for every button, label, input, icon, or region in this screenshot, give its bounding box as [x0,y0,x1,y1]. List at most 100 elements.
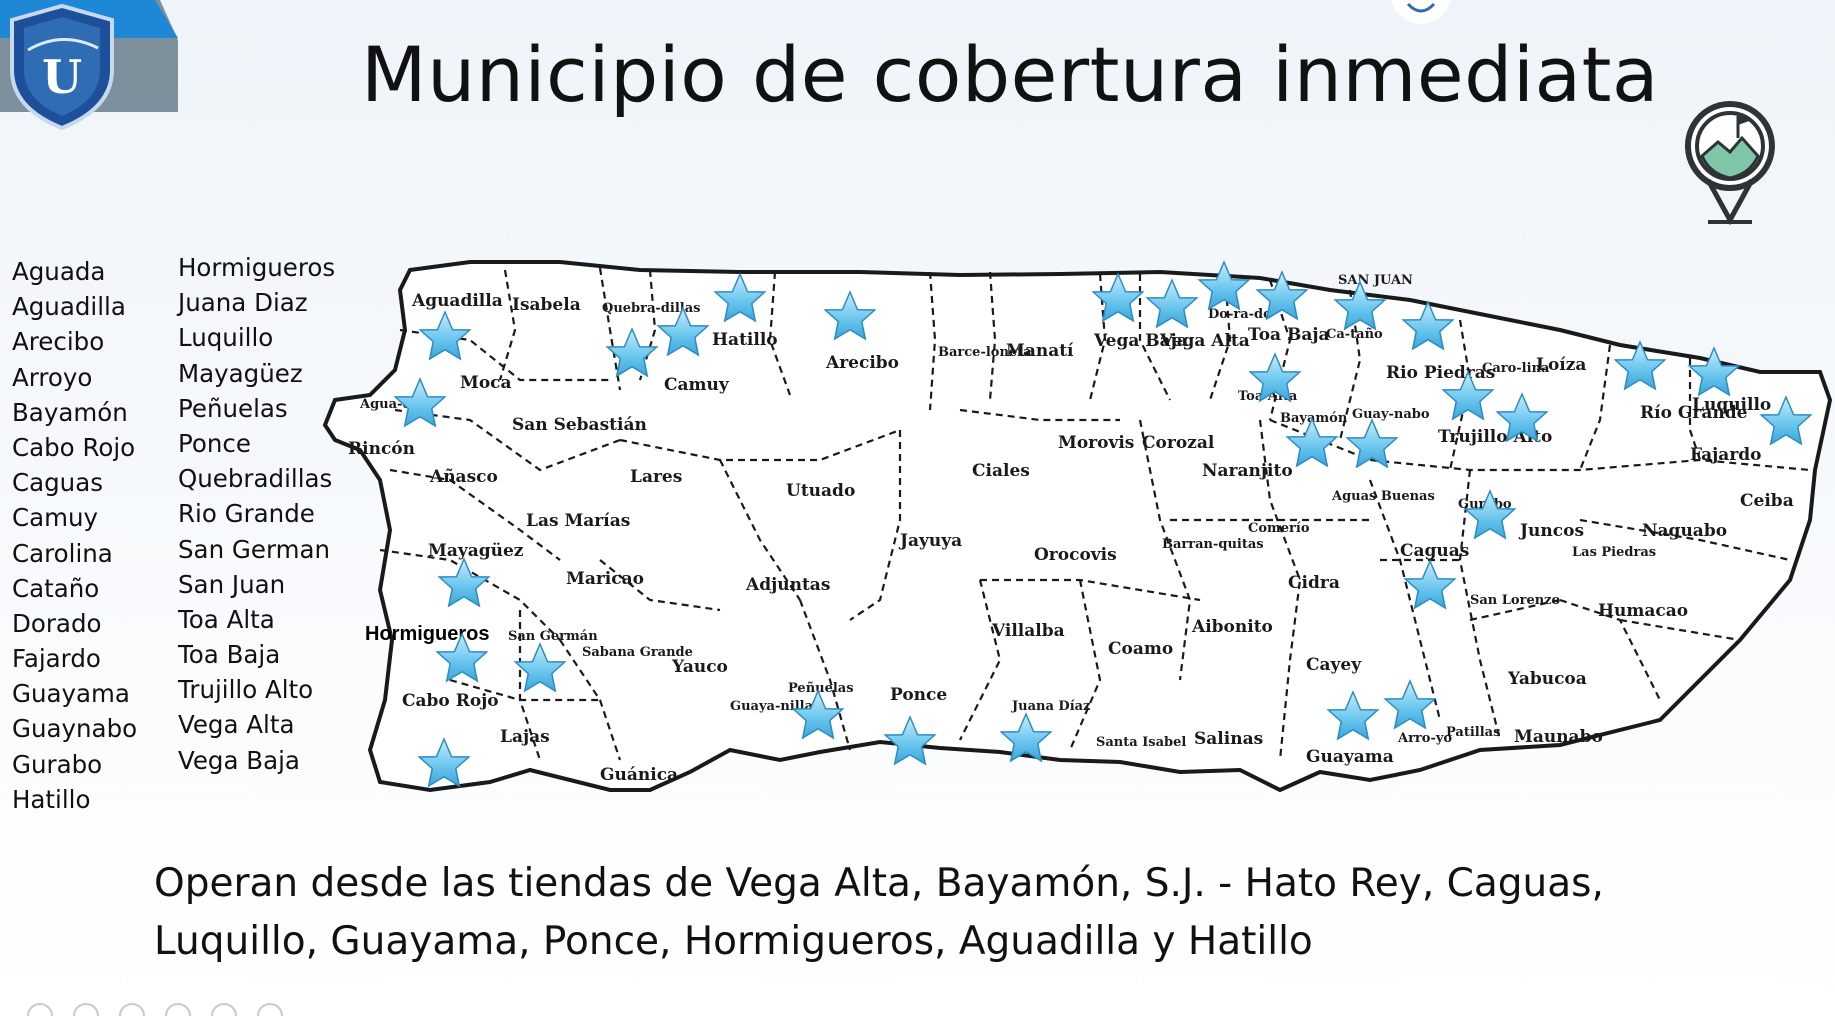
map-label-loiza: Loíza [1536,355,1586,375]
list-item: Vega Baja [178,745,300,775]
map-label-carolina: Caro-lina [1482,361,1550,376]
map-label-penuelas: Peñuelas [788,681,854,696]
map-label-luquillo: Luquillo [1692,395,1771,415]
map-label-manati: Manatí [1006,341,1074,361]
map-label-san-german: San Germán [508,629,598,644]
map-label-santa-isabel: Santa Isabel [1096,735,1186,750]
map-label-quebradillas: Quebra-dillas [602,301,700,316]
map-label-aguadilla: Aguadilla [411,291,503,311]
map-label-yabucoa: Yabucoa [1507,669,1587,689]
map-label-utuado: Utuado [786,481,855,501]
list-item: Luquillo [178,323,274,353]
list-item: Mayagüez [178,358,303,388]
map-label-caguas: Caguas [1400,541,1469,561]
footer-line-1: Operan desde las tiendas de Vega Alta, B… [154,861,1604,906]
list-item: Toa Baja [178,640,281,670]
map-label-salinas: Salinas [1194,729,1263,749]
map-label-mayaguez: Mayagüez [428,541,524,561]
map-label-rio-piedras: Rio Piedras [1386,363,1495,383]
svg-text:U: U [42,50,82,104]
list-item: Peñuelas [178,393,288,423]
map-label-las-marias: Las Marías [526,511,630,531]
map-label-lares: Lares [630,467,682,487]
map-label-guanica: Guánica [600,765,678,785]
map-label-jayuya: Jayuya [898,531,962,551]
list-item: Aguadilla [12,292,126,322]
list-item: Rio Grande [178,499,315,529]
list-item: Vega Alta [178,710,295,740]
map-label-juncos: Juncos [1518,521,1584,541]
map-label-dorado: Do-ra-do [1208,307,1272,322]
list-item: Hatillo [12,784,91,814]
map-label-corozal: Corozal [1142,433,1215,453]
map-label-coamo: Coamo [1108,639,1173,659]
map-label-san-lorenzo: San Lorenzo [1470,593,1561,608]
map-label-maunabo: Maunabo [1514,727,1603,747]
list-item: Cataño [12,573,100,603]
list-item: Carolina [12,538,113,568]
map-label-rio-grande: Río Grande [1640,403,1748,423]
map-label-orocovis: Orocovis [1034,545,1117,565]
map-label-cidra: Cidra [1288,573,1340,593]
list-item: Gurabo [12,749,103,779]
map-label-patillas: Patillas [1446,725,1500,740]
map-label-barceloneta: Barce-loneta [938,345,1032,360]
map-label-naguabo: Naguabo [1642,521,1727,541]
map-label-yauco: Yauco [671,657,728,677]
map-label-fajardo: Fajardo [1690,445,1762,465]
map-label-san-sebastian: San Sebastián [512,415,647,435]
map-label-adjuntas: Adjuntas [745,575,830,595]
list-item: Guaynabo [12,714,138,744]
map-label-vega-baja: Vega Baja [1093,331,1188,351]
map-label-san-juan: SAN JUAN [1338,273,1413,288]
map-label-naranjito: Naranjito [1202,461,1293,481]
list-item: Ponce [178,428,251,458]
map-label-catano: Ca-taño [1326,327,1383,342]
map-label-barranquitas: Barran-quitas [1162,537,1264,552]
map-label-isabela: Isabela [512,295,581,315]
map-label-cabo-rojo: Cabo Rojo [402,691,499,711]
list-item: Aguada [12,257,106,286]
list-item: Hormigueros [178,253,336,282]
map-label-lajas: Lajas [500,727,550,747]
map-label-arecibo: Arecibo [825,353,899,373]
map-label-villalba: Villalba [991,621,1065,641]
map-label-vega-alta: Vega Alta [1159,331,1250,351]
list-item: Toa Alta [178,604,275,634]
map-label-maricao: Maricao [566,569,644,589]
map-label-moca: Moca [460,373,512,393]
list-item: San German [178,534,330,564]
list-item: Quebradillas [178,464,333,494]
municipality-labels: Aguadilla Isabela Quebra-dillas Hatillo … [348,273,1794,785]
puerto-rico-map: Aguadilla Isabela Quebra-dillas Hatillo … [322,260,1833,793]
list-item: Guayama [12,679,130,709]
footer-text: Operan desde las tiendas de Vega Alta, B… [154,855,1754,971]
footer-line-2: Luquillo, Guayama, Ponce, Hormigueros, A… [154,919,1313,964]
map-label-juana-diaz: Juana Díaz [1011,699,1090,714]
list-item: San Juan [178,569,286,599]
map-label-hatillo: Hatillo [712,330,778,350]
list-item: Dorado [12,608,102,638]
map-label-bayamon: Bayamón [1280,411,1348,426]
map-pin-flag-icon [1684,101,1775,226]
map-label-guaynabo: Guay-nabo [1352,407,1430,422]
map-label-cayey: Cayey [1306,655,1362,675]
chat-bubble-icon [1391,0,1451,24]
university-shield-logo: U [0,0,178,130]
list-item: Fajardo [12,644,101,674]
map-label-ciales: Ciales [972,461,1030,481]
map-label-arroyo: Arro-yo [1397,731,1452,746]
map-label-humacao: Humacao [1598,601,1688,621]
list-item: Camuy [12,503,99,533]
map-label-ponce: Ponce [890,685,947,705]
map-label-guayama: Guayama [1306,747,1394,767]
map-highlight-label: Hormigueros [365,623,489,645]
map-label-anasco: Añasco [429,467,498,487]
map-label-aibonito: Aibonito [1191,617,1273,637]
list-item: Cabo Rojo [12,432,136,462]
map-label-aguas-buenas: Aguas Buenas [1331,489,1435,504]
map-label-camuy: Camuy [664,375,730,395]
map-label-comerio: Comerío [1248,521,1310,536]
page-title: Municipio de cobertura inmediata [361,30,1659,119]
list-item: Arecibo [12,327,105,357]
